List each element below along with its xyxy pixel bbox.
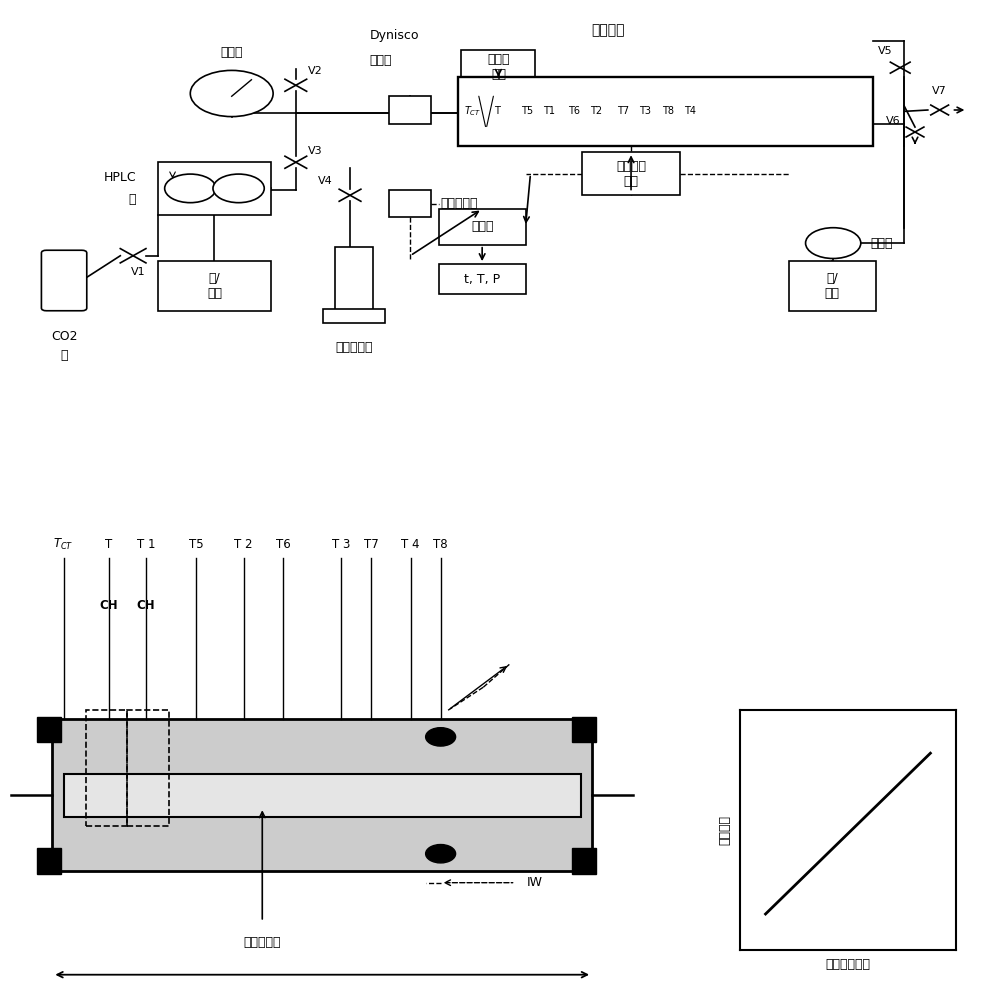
Text: V6: V6 [886, 116, 900, 126]
Text: T5: T5 [189, 538, 204, 552]
Text: V1: V1 [131, 267, 145, 277]
Text: T 4: T 4 [401, 538, 420, 552]
Text: 发泡容器: 发泡容器 [592, 23, 625, 37]
Text: T 1: T 1 [137, 538, 156, 552]
Text: Dynisco: Dynisco [370, 29, 419, 42]
Bar [458, 77, 873, 146]
Bar [389, 190, 431, 217]
Bar [37, 717, 61, 742]
FancyBboxPatch shape [41, 250, 87, 311]
Bar [572, 717, 596, 742]
Text: 压力计: 压力计 [221, 46, 243, 59]
Circle shape [426, 845, 456, 863]
Y-axis label: 流体温度: 流体温度 [718, 815, 732, 845]
Bar [439, 209, 526, 245]
Bar [86, 710, 127, 826]
Text: T6: T6 [568, 106, 580, 116]
Text: V3: V3 [308, 146, 322, 156]
Text: 泵: 泵 [128, 193, 136, 206]
Text: T3: T3 [639, 106, 651, 116]
Text: 压力传感器: 压力传感器 [441, 197, 478, 210]
Bar [582, 152, 680, 195]
Text: $T_{CT}$: $T_{CT}$ [463, 104, 481, 118]
Text: V2: V2 [308, 66, 322, 76]
X-axis label: 距冷端的距离: 距冷端的距离 [825, 958, 871, 971]
Bar [158, 261, 271, 311]
Bar [335, 247, 373, 311]
Text: V4: V4 [317, 176, 332, 186]
Text: 压力发生器: 压力发生器 [335, 341, 373, 354]
Text: V5: V5 [879, 46, 892, 56]
Text: CO2: CO2 [51, 330, 77, 343]
Text: IW: IW [527, 876, 543, 889]
Bar [158, 162, 271, 215]
Bar [37, 848, 61, 874]
Text: 冰/
水浴: 冰/ 水浴 [824, 272, 840, 300]
Text: T 2: T 2 [235, 538, 252, 552]
Text: 温度数据
采集: 温度数据 采集 [616, 160, 646, 188]
Text: T7: T7 [617, 106, 629, 116]
Bar [572, 848, 596, 874]
Text: T: T [106, 538, 112, 552]
Text: CH: CH [100, 599, 118, 612]
Bar [389, 96, 431, 124]
Bar [461, 49, 535, 85]
Text: 罐: 罐 [60, 349, 68, 362]
Text: 齿轮泵: 齿轮泵 [871, 237, 893, 250]
Text: T 3: T 3 [331, 538, 350, 552]
Text: T8: T8 [663, 106, 674, 116]
Circle shape [213, 174, 264, 203]
Text: T4: T4 [684, 106, 696, 116]
Text: CH: CH [137, 599, 156, 612]
Text: T2: T2 [591, 106, 602, 116]
Text: 计算机: 计算机 [471, 220, 493, 233]
Circle shape [190, 70, 273, 117]
Text: 冰/
水浴: 冰/ 水浴 [207, 272, 222, 300]
Circle shape [806, 228, 861, 258]
Bar [64, 774, 581, 817]
Text: T8: T8 [433, 538, 448, 552]
Text: T: T [494, 106, 500, 116]
Text: T5: T5 [522, 106, 533, 116]
Text: 加热器
控制: 加热器 控制 [487, 53, 510, 81]
Text: 压力计: 压力计 [370, 54, 392, 67]
Text: V7: V7 [933, 86, 947, 96]
Text: HPLC: HPLC [104, 171, 136, 184]
Text: T7: T7 [364, 538, 379, 552]
Circle shape [426, 728, 456, 746]
Text: T1: T1 [543, 106, 555, 116]
Text: 聚合物样品: 聚合物样品 [244, 936, 281, 949]
Circle shape [165, 174, 216, 203]
Bar [789, 261, 876, 311]
Text: t, T, P: t, T, P [464, 273, 500, 286]
Text: T6: T6 [276, 538, 291, 552]
Text: $T_{CT}$: $T_{CT}$ [53, 536, 74, 552]
Bar [52, 719, 592, 871]
Bar [323, 309, 385, 323]
Bar [439, 264, 526, 294]
Bar [127, 710, 169, 826]
